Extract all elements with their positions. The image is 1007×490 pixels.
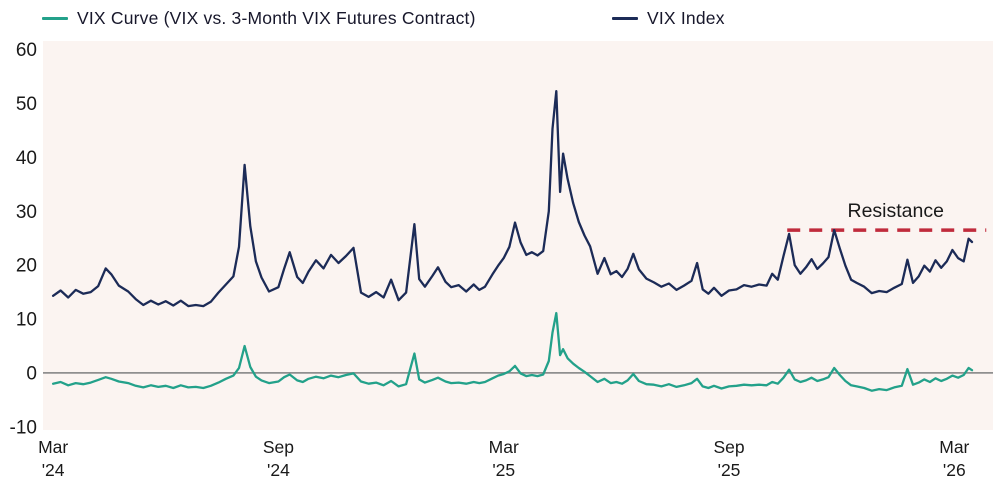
- resistance-label: Resistance: [848, 200, 944, 222]
- x-axis-tick-label: Sep: [263, 437, 294, 457]
- y-axis-tick-label: 60: [16, 40, 37, 61]
- vix-index-line: [51, 89, 974, 308]
- y-axis-tick-label: 10: [16, 310, 37, 331]
- legend-item-vix-curve: VIX Curve (VIX vs. 3-Month VIX Futures C…: [42, 8, 476, 29]
- y-axis-tick-label: 50: [16, 94, 37, 115]
- vix-curve-legend-label: VIX Curve (VIX vs. 3-Month VIX Futures C…: [77, 8, 476, 28]
- y-axis-tick-label: 0: [26, 363, 37, 384]
- x-axis-tick-year-label: '24: [42, 460, 65, 480]
- vix-index-legend-label: VIX Index: [647, 8, 725, 28]
- x-axis-tick-year-label: '25: [718, 460, 741, 480]
- y-axis-tick-label: 20: [16, 256, 37, 277]
- x-axis-tick-label: Mar: [939, 437, 969, 457]
- legend-item-vix-index: VIX Index: [612, 8, 725, 29]
- x-axis-tick-year-label: '25: [492, 460, 515, 480]
- x-axis-tick-year-label: '24: [267, 460, 290, 480]
- vix-curve-swatch: [42, 17, 68, 20]
- vix-curve-line: [51, 311, 974, 392]
- y-axis-tick-label: 40: [16, 148, 37, 169]
- x-axis-tick-label: Sep: [713, 437, 744, 457]
- vix-index-swatch: [612, 17, 638, 20]
- y-axis-tick-label: -10: [10, 417, 37, 438]
- y-axis-tick-label: 30: [16, 202, 37, 223]
- x-axis-tick-label: Mar: [489, 437, 519, 457]
- x-axis-tick-year-label: '26: [943, 460, 966, 480]
- chart-legend: VIX Curve (VIX vs. 3-Month VIX Futures C…: [0, 0, 1007, 34]
- x-axis-tick-label: Mar: [38, 437, 68, 457]
